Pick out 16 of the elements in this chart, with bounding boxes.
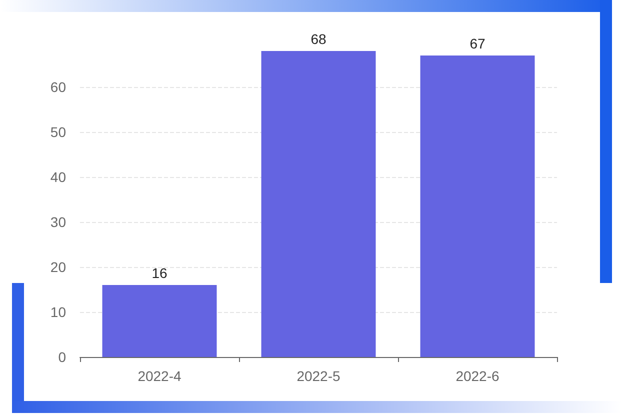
bar [261, 51, 376, 357]
x-tick-label: 2022-4 [138, 368, 182, 384]
data-label: 68 [310, 31, 326, 47]
x-tick-label: 2022-5 [296, 368, 341, 384]
y-tick-label: 50 [50, 124, 66, 140]
bar [102, 285, 217, 357]
y-tick-label: 60 [50, 79, 66, 95]
x-tick-label: 2022-6 [456, 368, 500, 384]
y-tick-label: 10 [50, 304, 66, 320]
y-tick-label: 40 [50, 169, 66, 185]
data-label: 16 [152, 265, 168, 281]
y-tick-label: 20 [50, 259, 66, 275]
y-tick-label: 30 [50, 214, 66, 230]
y-tick-label: 0 [58, 349, 66, 365]
bar [420, 56, 535, 357]
data-label: 67 [470, 36, 486, 52]
